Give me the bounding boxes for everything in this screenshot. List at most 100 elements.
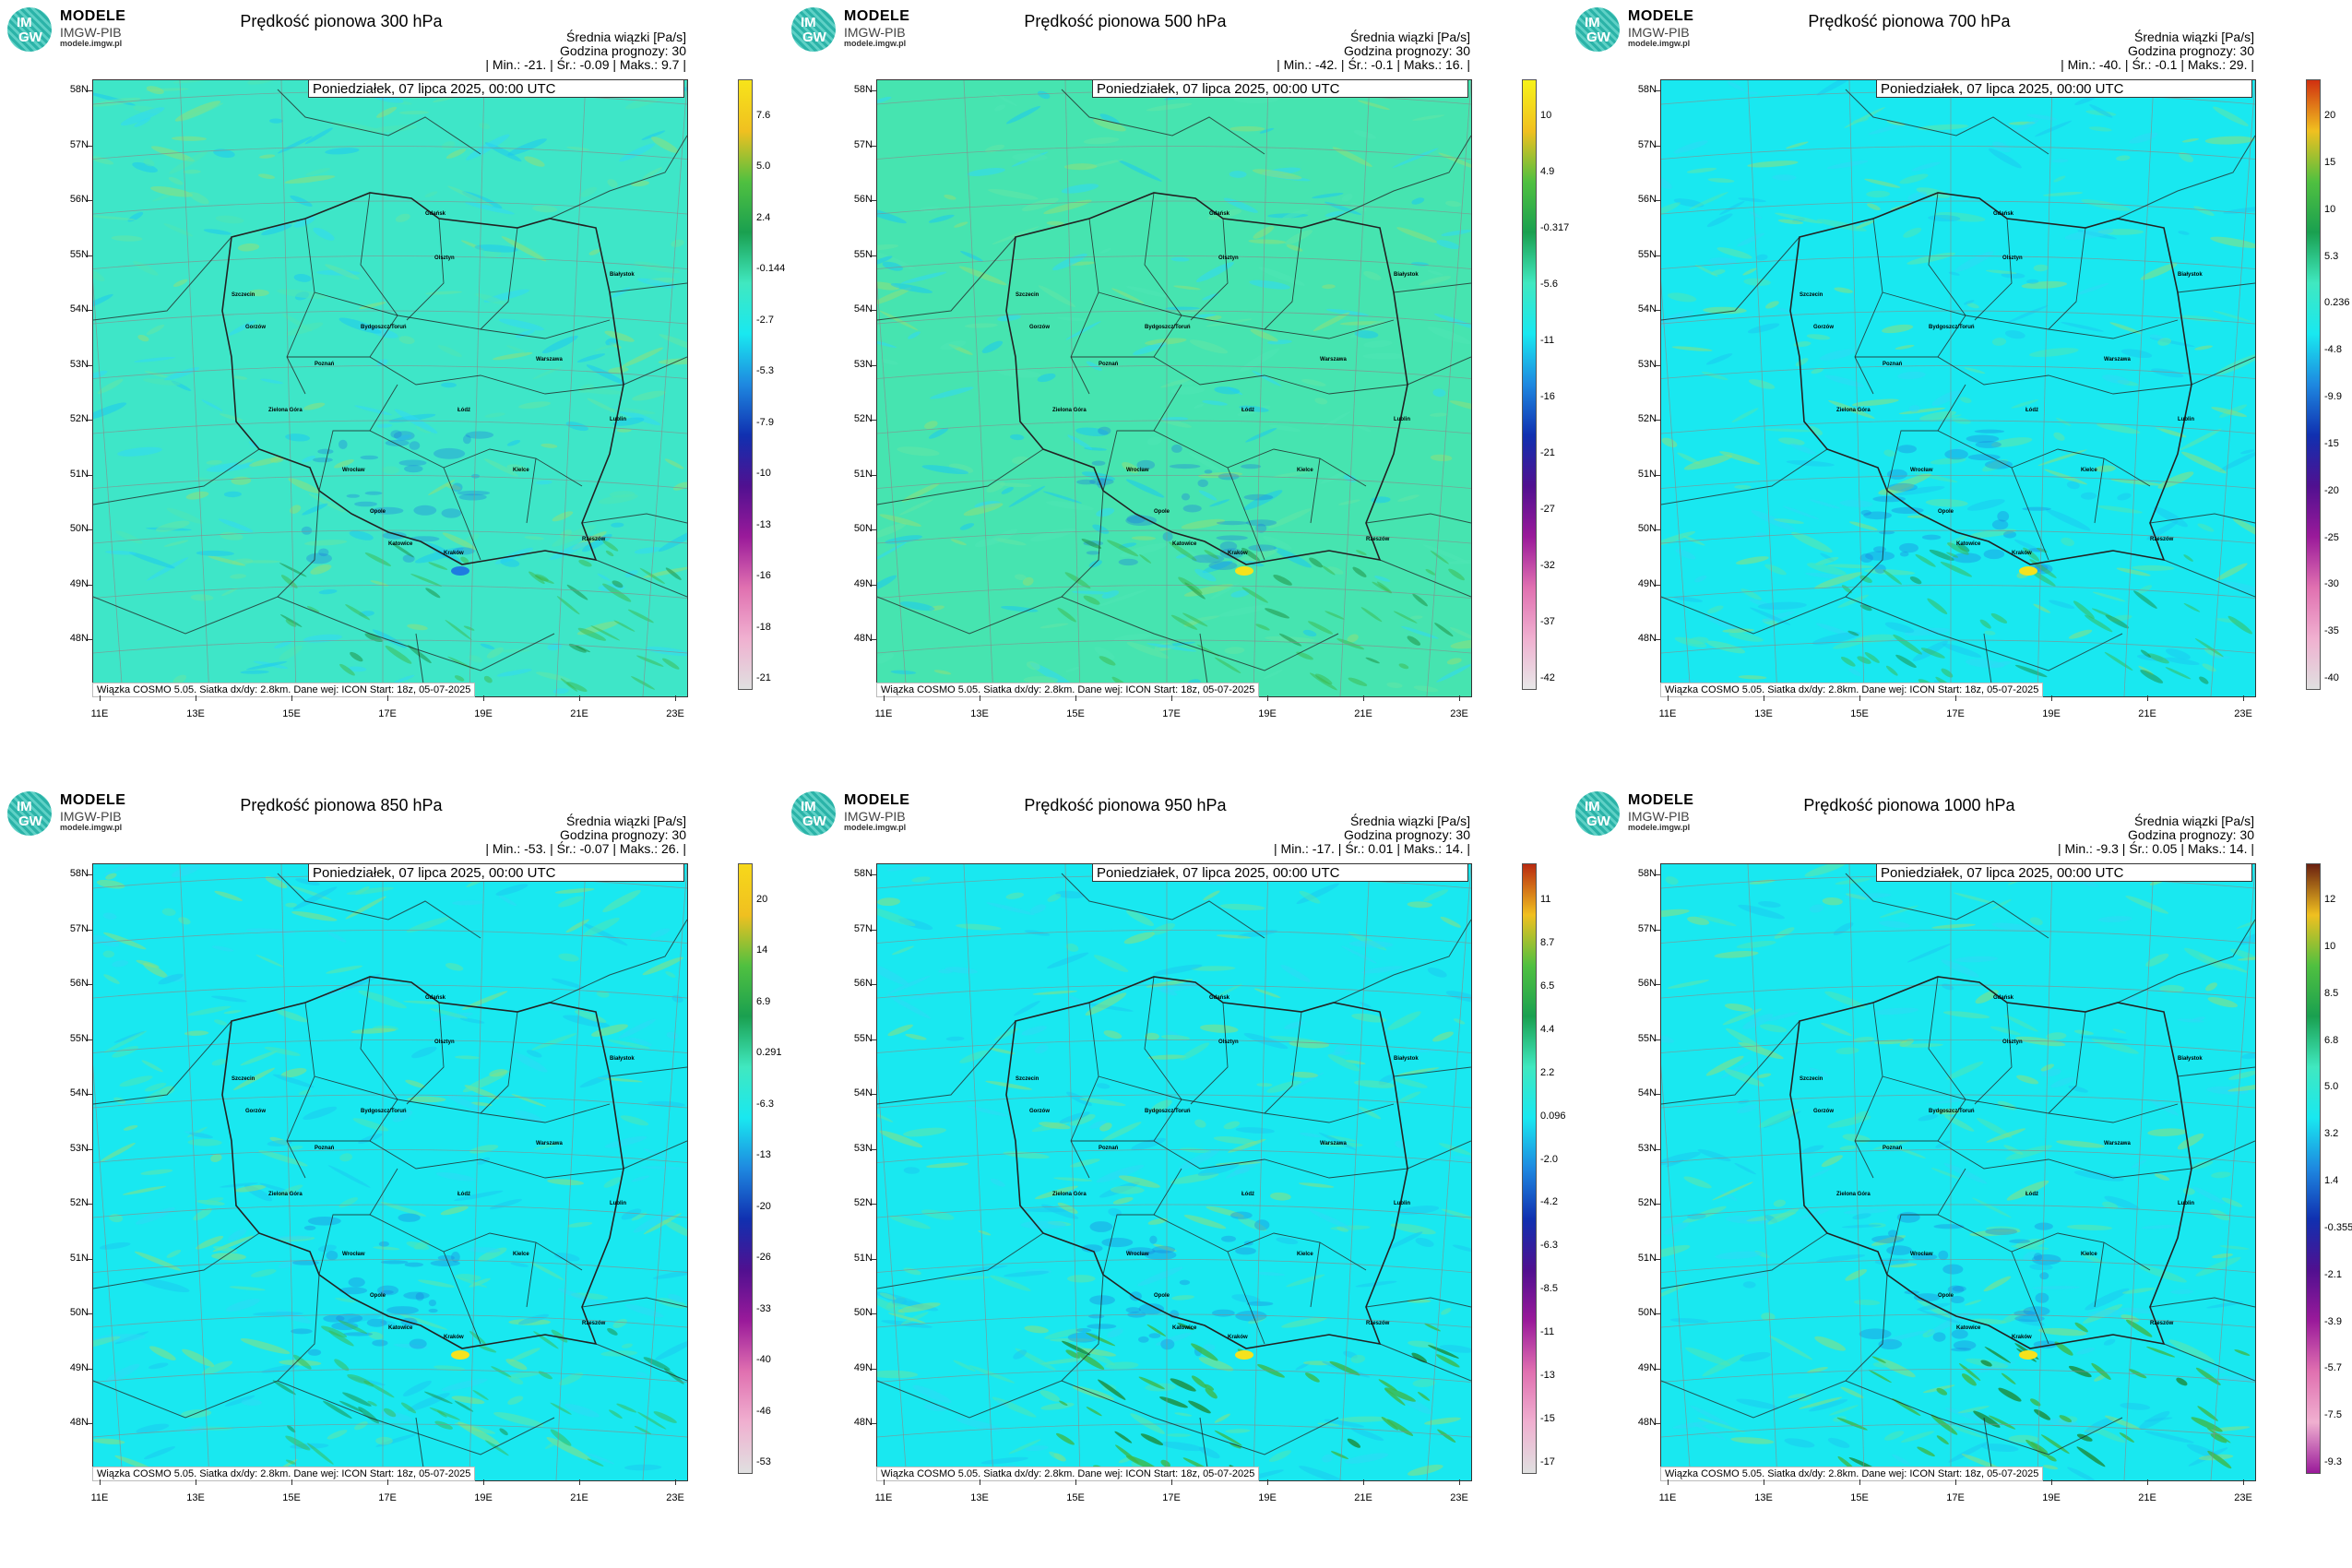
city-label: Lublin: [2178, 417, 2194, 422]
latitude-tick: [88, 984, 92, 985]
color-scale-label: -4.8: [2324, 344, 2342, 356]
color-scale-label: -32: [1540, 560, 1555, 571]
city-label: Bydgoszcz/Toruń: [1929, 325, 1975, 330]
latitude-label: 48N: [1637, 1417, 1657, 1428]
city-label: Rzeszów: [1366, 1321, 1390, 1326]
map-panel: IM GW MODELE IMGW-PIB modele.imgw.pl Prędkość…: [784, 0, 1570, 784]
city-label: Gorzów: [1029, 1109, 1050, 1114]
latitude-label: 50N: [1637, 1307, 1657, 1318]
logo-subtitle: IMGW-PIB: [60, 809, 122, 824]
latitude-label: 50N: [853, 1307, 873, 1318]
city-label: Olsztyn: [434, 255, 455, 261]
logo-brand: MODELE: [844, 792, 910, 808]
longitude-label: 13E: [186, 708, 205, 719]
city-label: Wrocław: [342, 468, 365, 473]
color-scale-label: -0.317: [1540, 222, 1570, 233]
longitude-tick: [483, 695, 484, 701]
latitude-label: 51N: [853, 1252, 873, 1264]
latitude-tick: [1656, 1204, 1660, 1205]
color-scale-label: -33: [756, 1302, 771, 1314]
logo-subtitle: IMGW-PIB: [60, 25, 122, 40]
poland-border: [1005, 976, 1408, 1349]
city-label: Zielona Góra: [268, 408, 303, 413]
longitude-label: 19E: [474, 1492, 493, 1503]
color-scale-label: 6.8: [2324, 1034, 2339, 1046]
panel-title: Prędkość pionowa 700 hPa: [1808, 12, 2011, 30]
city-label: Rzeszów: [1366, 537, 1390, 542]
city-label: Lublin: [1394, 417, 1410, 422]
color-scale-label: 5.0: [756, 160, 771, 172]
logo-mark-bottom: GW: [1586, 30, 1610, 45]
longitude-label: 15E: [282, 1492, 301, 1503]
color-scale-label: 4.9: [1540, 166, 1555, 177]
latitude-tick: [88, 1039, 92, 1040]
color-scale-label: -5.7: [2324, 1362, 2342, 1374]
city-label: Olsztyn: [1218, 255, 1239, 261]
latitude-label: 54N: [69, 1087, 89, 1099]
city-label: Białystok: [2178, 1056, 2203, 1062]
latitude-tick: [88, 1368, 92, 1370]
city-label: Rzeszów: [2150, 1321, 2174, 1326]
city-label: Łódź: [1241, 1192, 1254, 1197]
longitude-tick: [1459, 1479, 1460, 1485]
city-label: Kraków: [1228, 551, 1248, 556]
latitude-tick: [1656, 1423, 1660, 1424]
longitude-tick: [1859, 1479, 1860, 1485]
color-scale-label: 10: [1540, 110, 1552, 121]
city-label: Katowice: [388, 1325, 413, 1331]
longitude-tick: [2051, 695, 2052, 701]
forecast-hour: Godzina prognozy: 30: [2128, 827, 2254, 842]
latitude-tick: [872, 874, 876, 875]
logo-mark-icon: IM GW: [1575, 7, 1620, 52]
latitude-label: 56N: [69, 978, 89, 989]
city-label: Gdańsk: [1993, 995, 2014, 1001]
longitude-tick: [2243, 1479, 2244, 1485]
city-label: Kielce: [513, 1252, 529, 1257]
city-label: Gorzów: [1813, 1109, 1834, 1114]
poland-border: [1005, 192, 1408, 565]
city-label: Białystok: [610, 272, 635, 278]
logo-url: modele.imgw.pl: [1628, 39, 1691, 48]
longitude-tick: [1075, 1479, 1076, 1485]
color-scale-label: -27: [1540, 504, 1555, 515]
color-scale-label: -9.9: [2324, 391, 2342, 402]
longitude-tick: [1267, 1479, 1268, 1485]
latitude-label: 58N: [853, 868, 873, 879]
longitude-label: 19E: [2042, 708, 2061, 719]
latitude-label: 49N: [853, 1361, 873, 1373]
color-scale: [1522, 863, 1537, 1474]
logo-mark-icon: IM GW: [7, 7, 52, 52]
color-scale: [1522, 79, 1537, 690]
color-scale-label: -16: [756, 570, 771, 582]
weather-map: Gdańsk Olsztyn Szczecin Gorzów Bydgoszcz/Tor…: [1660, 79, 2256, 697]
city-label: Łódź: [2025, 408, 2038, 413]
color-scale-label: 0.291: [756, 1047, 782, 1059]
longitude-tick: [291, 695, 292, 701]
unit-label: Średnia wiązki [Pa/s]: [1350, 814, 1470, 828]
imgw-logo: IM GW MODELE IMGW-PIB modele.imgw.pl: [7, 791, 169, 837]
city-label: Wrocław: [1126, 468, 1149, 473]
longitude-label: 17E: [1162, 708, 1181, 719]
unit-label: Średnia wiązki [Pa/s]: [566, 30, 686, 44]
latitude-tick: [88, 310, 92, 311]
unit-label: Średnia wiązki [Pa/s]: [2134, 814, 2254, 828]
map-panel: IM GW MODELE IMGW-PIB modele.imgw.pl Prędkość…: [1568, 0, 2352, 784]
longitude-label: 11E: [1658, 708, 1677, 719]
city-label: Warszawa: [1320, 1141, 1347, 1146]
longitude-label: 21E: [1354, 1492, 1372, 1503]
city-label: Opole: [370, 1293, 386, 1299]
color-scale-label: -13: [756, 518, 771, 530]
latitude-label: 48N: [1637, 633, 1657, 644]
imgw-logo: IM GW MODELE IMGW-PIB modele.imgw.pl: [7, 7, 169, 53]
latitude-label: 58N: [1637, 84, 1657, 95]
city-label: Gdańsk: [425, 995, 446, 1001]
city-label: Poznań: [1099, 1146, 1119, 1151]
logo-mark-icon: IM GW: [1575, 791, 1620, 836]
color-scale-label: -17: [1540, 1456, 1555, 1467]
latitude-tick: [1656, 145, 1660, 147]
longitude-tick: [387, 1479, 388, 1485]
weather-map: Gdańsk Olsztyn Szczecin Gorzów Bydgoszcz/Tor…: [1660, 863, 2256, 1481]
longitude-label: 11E: [874, 1492, 893, 1503]
forecast-hour: Godzina prognozy: 30: [1344, 43, 1470, 58]
longitude-tick: [1171, 1479, 1172, 1485]
